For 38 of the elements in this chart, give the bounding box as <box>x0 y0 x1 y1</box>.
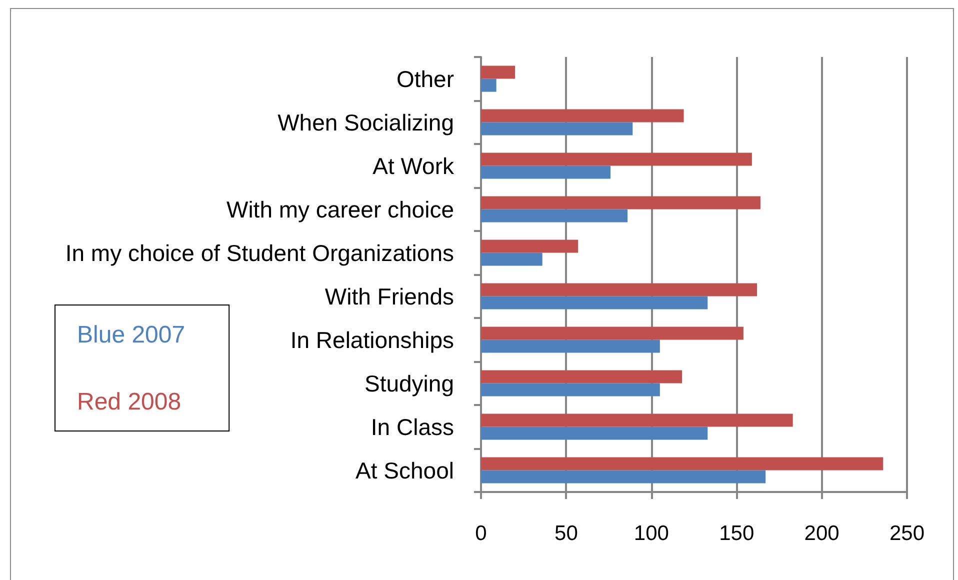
bar <box>481 383 660 396</box>
y-tick-label: In Relationships <box>290 326 454 353</box>
bar <box>481 78 496 92</box>
x-tick-label: 150 <box>719 522 754 545</box>
bar <box>481 283 758 296</box>
bar <box>481 370 682 384</box>
text: Blue 2007 <box>77 322 186 348</box>
bar <box>481 166 611 179</box>
bar <box>481 122 633 136</box>
bar <box>481 340 660 353</box>
bar <box>481 414 793 427</box>
bar <box>481 296 708 310</box>
bar <box>481 66 516 79</box>
y-tick-label: When Socializing <box>278 109 454 136</box>
bar <box>481 152 752 166</box>
bar <box>481 457 884 470</box>
bar <box>481 240 578 253</box>
bar <box>481 209 628 222</box>
y-tick-label: At School <box>356 457 454 484</box>
x-tick-label: 200 <box>804 522 840 545</box>
bar <box>481 470 766 484</box>
y-tick-label: In Class <box>370 414 454 440</box>
x-tick-label: 250 <box>889 522 925 545</box>
y-tick-label: In my choice of Student Organizations <box>65 240 454 266</box>
bar <box>481 196 760 210</box>
bar <box>481 326 744 340</box>
y-tick-label: With my career choice <box>226 196 454 222</box>
bar <box>481 109 684 122</box>
y-tick-label: With Friends <box>324 283 454 310</box>
x-tick-label: 50 <box>554 522 578 545</box>
text: Red 2008 <box>77 388 182 416</box>
y-tick-label: Studying <box>364 370 454 396</box>
x-tick-label: 100 <box>634 522 669 545</box>
bar <box>481 252 542 266</box>
bar <box>481 426 708 440</box>
x-tick-label: 0 <box>475 522 487 545</box>
y-tick-label: Other <box>396 66 454 92</box>
y-tick-label: At Work <box>372 152 454 179</box>
